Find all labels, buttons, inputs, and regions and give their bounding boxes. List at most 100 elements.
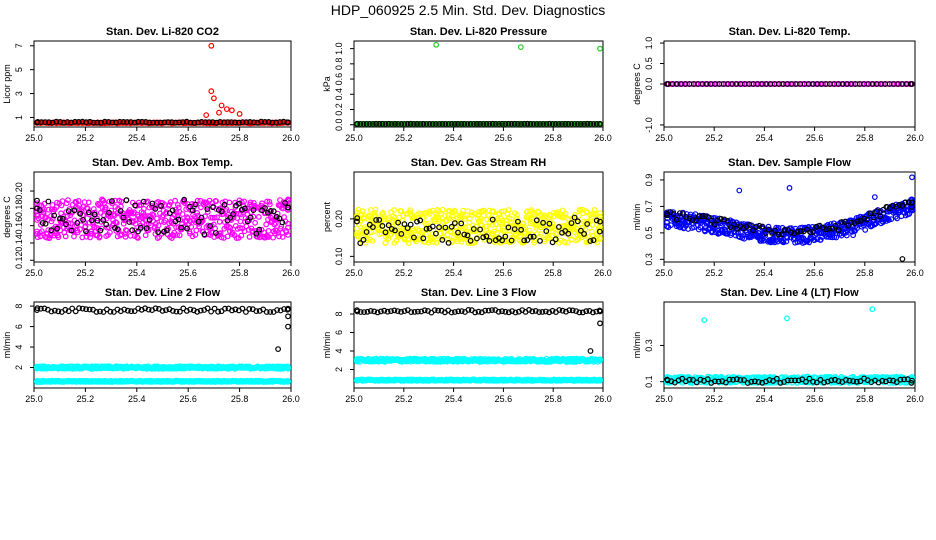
data-point-overlay xyxy=(235,119,242,126)
data-point-main xyxy=(224,233,231,240)
data-point-overlay xyxy=(765,226,772,233)
data-point-main xyxy=(223,106,230,112)
data-point-overlay xyxy=(198,214,205,221)
data-point-main xyxy=(495,225,502,232)
data-point-overlay xyxy=(417,217,424,224)
data-point-overlay xyxy=(262,118,268,125)
data-point-overlay xyxy=(715,217,721,224)
data-point-main xyxy=(90,206,97,212)
data-point-main xyxy=(71,233,77,240)
data-point-overlay xyxy=(436,224,443,231)
data-point-overlay xyxy=(521,120,528,127)
data-point-overlay xyxy=(505,224,512,231)
data-point-overlay xyxy=(265,118,272,125)
data-point-overlay xyxy=(85,209,92,216)
x-tick-label: 26.0 xyxy=(906,133,924,143)
y-tick-label: 8 xyxy=(14,304,24,309)
data-point-main xyxy=(132,227,139,234)
data-point-main xyxy=(170,232,177,239)
data-point-main xyxy=(194,209,201,216)
data-point-overlay xyxy=(180,119,186,125)
data-point-overlay xyxy=(88,217,95,224)
data-point-main xyxy=(214,214,220,221)
data-point-main xyxy=(426,210,433,217)
data-point-overlay xyxy=(448,223,455,230)
data-point-overlay xyxy=(224,119,231,125)
data-point-main xyxy=(477,215,484,222)
data-point-overlay xyxy=(392,227,398,234)
data-points xyxy=(34,42,291,127)
data-point-overlay xyxy=(581,121,587,127)
data-point-main xyxy=(468,209,475,216)
data-point-overlay xyxy=(270,208,277,215)
data-point-main xyxy=(501,228,508,235)
data-point-main xyxy=(730,218,737,225)
data-point-overlay xyxy=(552,236,559,243)
data-point-overlay xyxy=(499,237,506,244)
data-point-overlay xyxy=(36,207,43,214)
data-point-overlay xyxy=(797,228,804,235)
data-point-overlay xyxy=(549,239,556,246)
data-point-overlay xyxy=(354,218,360,225)
x-tick-label: 26.0 xyxy=(594,268,612,278)
data-point-overlay xyxy=(483,120,490,127)
data-point-overlay xyxy=(788,229,794,236)
data-point-main xyxy=(738,229,744,236)
data-point-overlay xyxy=(149,200,156,207)
data-point-main xyxy=(481,207,488,214)
data-point-overlay xyxy=(445,121,452,127)
data-point-main xyxy=(134,234,140,241)
data-point-overlay xyxy=(247,118,253,125)
data-point-main xyxy=(162,217,169,224)
y-tick-label: 0.20 xyxy=(14,182,24,200)
data-point-overlay xyxy=(527,233,534,240)
data-point-main xyxy=(203,112,210,118)
data-point-overlay xyxy=(448,120,455,127)
data-point-overlay xyxy=(832,222,839,229)
data-point-main xyxy=(193,227,200,234)
data-point-overlay xyxy=(176,119,183,126)
data-point-main xyxy=(237,218,244,225)
data-point-overlay xyxy=(823,226,829,233)
data-point-main xyxy=(380,209,386,216)
x-tick-label: 25.8 xyxy=(544,394,562,404)
data-point-main xyxy=(758,237,765,244)
data-point-main xyxy=(204,208,211,215)
data-point-overlay xyxy=(546,120,553,127)
data-point-overlay xyxy=(285,119,291,126)
data-point-main xyxy=(274,210,281,217)
data-point-overlay xyxy=(86,118,93,125)
y-tick-label: 0.10 xyxy=(334,248,344,266)
data-point-overlay xyxy=(404,120,411,127)
data-point-overlay xyxy=(699,213,705,220)
data-point-overlay xyxy=(111,224,118,231)
data-point-overlay xyxy=(153,119,160,126)
data-point-overlay xyxy=(565,230,572,237)
plot-frame xyxy=(33,171,292,263)
data-point-overlay xyxy=(385,222,392,229)
data-point-overlay xyxy=(724,217,731,224)
data-point-main xyxy=(449,213,456,220)
panel-title: Stan. Dev. Gas Stream RH xyxy=(411,157,547,169)
data-point-overlay xyxy=(597,218,603,225)
data-points xyxy=(354,41,603,127)
data-point-overlay xyxy=(559,121,565,127)
data-point-main xyxy=(64,213,71,220)
x-tick-label: 26.0 xyxy=(906,268,924,278)
data-point-overlay xyxy=(874,208,880,215)
data-point-overlay xyxy=(423,225,430,232)
data-point-main xyxy=(247,199,254,206)
data-point-main xyxy=(452,209,459,215)
data-point-overlay xyxy=(587,120,594,127)
data-point-overlay xyxy=(581,230,587,237)
data-point-overlay xyxy=(486,237,493,244)
data-point-main xyxy=(489,222,496,228)
data-point-main xyxy=(445,236,451,243)
data-point-main xyxy=(531,237,538,244)
data-point-overlay xyxy=(64,119,71,125)
data-point-overlay xyxy=(282,199,289,206)
data-point-main xyxy=(225,214,231,221)
data-point-overlay xyxy=(91,211,98,218)
